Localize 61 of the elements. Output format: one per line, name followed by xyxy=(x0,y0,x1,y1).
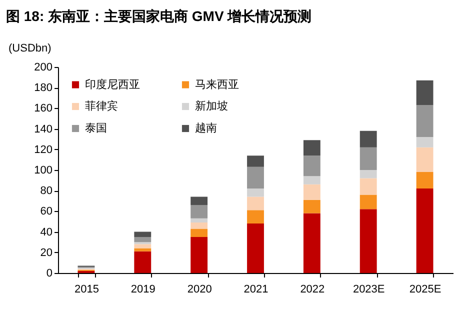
bar xyxy=(360,170,377,178)
y-tick-label: 20 xyxy=(40,246,52,259)
y-tick-label: 200 xyxy=(34,62,52,74)
bar xyxy=(416,147,434,172)
bar xyxy=(360,130,377,148)
bar xyxy=(416,188,434,273)
legend-label: 泰国 xyxy=(85,122,107,134)
x-tick-label: 2019 xyxy=(130,284,156,296)
bar xyxy=(247,224,264,273)
bar xyxy=(247,166,264,189)
x-tick-label: 2025E xyxy=(409,284,442,296)
bar xyxy=(416,172,434,189)
legend-label: 马来西亚 xyxy=(195,78,239,91)
y-tick-label: 100 xyxy=(34,164,52,176)
y-tick-label: 120 xyxy=(34,144,52,156)
y-tick-label: 40 xyxy=(40,226,52,238)
bar xyxy=(416,137,434,148)
legend-label: 菲律宾 xyxy=(85,100,118,112)
chart-title: 图 18: 东南亚：主要国家电商 GMV 增长情况预测 xyxy=(6,8,312,24)
bar xyxy=(360,209,377,273)
bar xyxy=(134,251,152,273)
x-tick-label: 2020 xyxy=(187,284,212,296)
x-tick-label: 2023E xyxy=(352,284,385,296)
y-tick-label: 160 xyxy=(34,102,52,115)
legend-label: 新加坡 xyxy=(195,100,228,112)
bar xyxy=(247,196,264,210)
bar xyxy=(303,140,320,156)
bar xyxy=(134,236,152,242)
bar xyxy=(190,236,208,273)
bar xyxy=(190,228,208,237)
bar xyxy=(360,194,377,210)
y-tick-label: 80 xyxy=(40,185,52,198)
x-tick-label: 2015 xyxy=(74,284,99,296)
bar xyxy=(190,222,208,229)
y-axis-title: (USDbn) xyxy=(8,42,52,54)
bar xyxy=(303,156,320,176)
bar xyxy=(134,232,152,237)
bar xyxy=(247,156,264,167)
bar xyxy=(416,80,434,106)
bar xyxy=(303,176,320,184)
bar xyxy=(303,213,320,273)
bar xyxy=(190,196,208,206)
bar xyxy=(134,248,152,252)
bar xyxy=(190,218,208,223)
x-tick-label: 2022 xyxy=(300,284,325,296)
y-tick-label: 0 xyxy=(46,268,52,280)
bar xyxy=(190,205,208,218)
bar xyxy=(247,188,264,197)
y-tick-label: 180 xyxy=(34,82,52,94)
bar xyxy=(247,210,264,224)
y-tick-label: 140 xyxy=(34,123,52,136)
bar xyxy=(303,184,320,200)
x-tick-label: 2021 xyxy=(244,284,268,296)
y-tick-label: 60 xyxy=(40,206,52,218)
bar xyxy=(134,244,152,248)
bar xyxy=(416,105,434,138)
legend-label: 越南 xyxy=(195,122,217,134)
bar xyxy=(360,178,377,195)
bar xyxy=(360,147,377,170)
legend-label: 印度尼西亚 xyxy=(85,78,140,91)
bar xyxy=(303,200,320,214)
